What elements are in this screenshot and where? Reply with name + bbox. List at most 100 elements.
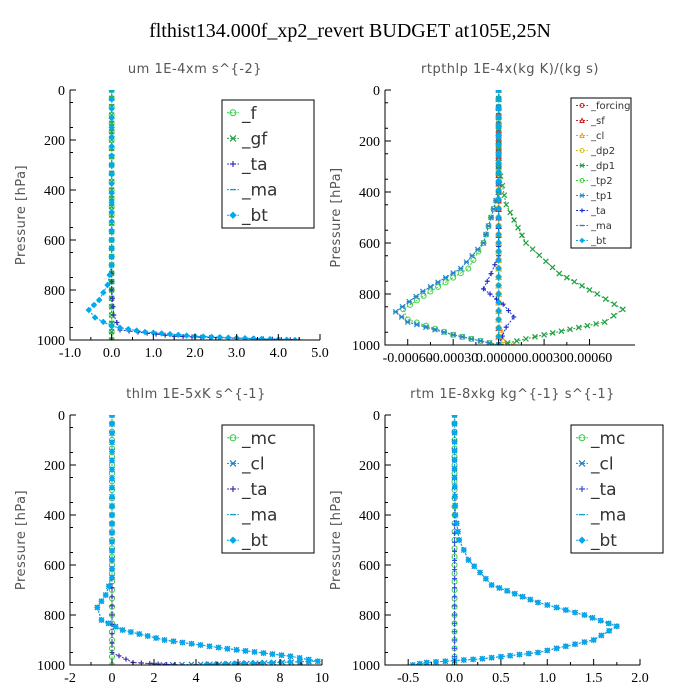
- x-tick-label: 0.5: [492, 671, 510, 686]
- x-tick-label: 2.0: [631, 671, 649, 686]
- data-point: [127, 628, 135, 636]
- data-point: [98, 616, 105, 624]
- legend-marker: [579, 117, 585, 123]
- x-tick-label: 2: [151, 671, 158, 686]
- data-point: [495, 90, 502, 94]
- data-point: [452, 539, 458, 545]
- data-point: [452, 637, 458, 643]
- data-point: [495, 95, 502, 103]
- data-point: [452, 511, 459, 519]
- data-point: [494, 296, 500, 302]
- data-point: [501, 192, 508, 199]
- data-point: [519, 232, 525, 239]
- data-point: [460, 546, 468, 554]
- data-point: [144, 632, 151, 640]
- data-point: [597, 617, 604, 624]
- legend-marker: [579, 178, 585, 183]
- data-point: [457, 270, 464, 277]
- y-tick-label: 0: [58, 409, 65, 424]
- data-point: [136, 630, 143, 638]
- data-point: [109, 287, 115, 293]
- y-tick-label: 800: [359, 288, 380, 303]
- data-point: [108, 420, 116, 428]
- x-tick-label: 1.0: [145, 346, 163, 361]
- data-point: [454, 528, 462, 535]
- data-point: [470, 257, 477, 263]
- data-point: [108, 520, 116, 528]
- data-point: [584, 322, 591, 329]
- data-point: [571, 640, 579, 648]
- data-point: [495, 307, 502, 315]
- data-point: [268, 659, 275, 665]
- data-point: [594, 291, 601, 297]
- data-point: [562, 606, 570, 614]
- data-point: [452, 594, 458, 600]
- series-line: [111, 415, 176, 665]
- data-point: [108, 475, 116, 482]
- y-tick-label: 1000: [37, 334, 65, 349]
- y-tick-label: 200: [359, 135, 380, 150]
- data-point: [452, 548, 458, 554]
- x-tick-label: 8: [277, 671, 284, 686]
- data-point: [242, 647, 249, 655]
- data-point: [100, 289, 107, 296]
- data-point: [108, 484, 116, 491]
- data-point: [495, 290, 502, 298]
- data-point: [251, 648, 258, 656]
- legend-marker: [579, 193, 585, 198]
- x-tick-label: 0.0: [446, 671, 464, 686]
- y-tick-label: 0: [373, 409, 380, 424]
- data-point: [409, 661, 417, 665]
- data-point: [409, 662, 416, 665]
- y-tick-label: 800: [44, 284, 65, 299]
- data-point: [109, 650, 115, 655]
- data-point: [108, 208, 115, 216]
- data-point: [141, 328, 149, 336]
- data-point: [579, 282, 585, 289]
- data-point: [278, 651, 285, 659]
- data-point: [85, 306, 92, 314]
- y-axis-label: Pressure [hPa]: [14, 165, 29, 265]
- legend-box: [221, 424, 315, 554]
- x-tick-label: 6: [235, 671, 242, 686]
- data-point: [590, 636, 597, 644]
- x-tick-label: 4: [193, 671, 200, 686]
- data-point: [534, 599, 542, 606]
- data-point: [488, 271, 494, 277]
- legend-marker: [578, 536, 586, 544]
- data-point: [90, 301, 98, 309]
- data-point: [567, 326, 573, 333]
- data-point: [544, 601, 551, 609]
- data-point: [108, 245, 115, 252]
- data-point: [224, 645, 231, 652]
- data-point: [108, 574, 116, 581]
- data-point: [519, 593, 526, 600]
- data-point: [175, 331, 182, 339]
- series-group: [94, 415, 322, 665]
- data-point: [420, 292, 427, 299]
- legend-marker: [580, 208, 584, 213]
- data-point: [586, 286, 593, 293]
- data-point: [110, 304, 116, 310]
- data-point: [287, 653, 294, 660]
- legend-label: _ma: [590, 506, 626, 526]
- x-tick-label: 0.0: [103, 346, 121, 361]
- y-axis-label: Pressure [hPa]: [329, 490, 344, 590]
- x-tick-label: -0.00060: [383, 351, 433, 366]
- data-point: [451, 474, 458, 481]
- data-point: [108, 128, 115, 135]
- data-point: [450, 274, 457, 281]
- data-point: [108, 328, 115, 335]
- data-point: [108, 90, 115, 93]
- data-point: [541, 331, 548, 338]
- data-point: [511, 217, 518, 223]
- data-point: [435, 283, 442, 290]
- legend-box: [221, 99, 315, 229]
- data-point: [575, 324, 582, 331]
- data-point: [495, 114, 502, 121]
- page-title: flthist134.000f_xp2_revert BUDGET at105E…: [149, 20, 551, 42]
- data-point: [108, 466, 116, 473]
- data-point: [476, 569, 484, 576]
- panel-1: um 1E-4xm s^{-2} Pressure [hPa] -1.0 0.0 1.0…: [14, 62, 329, 361]
- data-point: [203, 661, 210, 665]
